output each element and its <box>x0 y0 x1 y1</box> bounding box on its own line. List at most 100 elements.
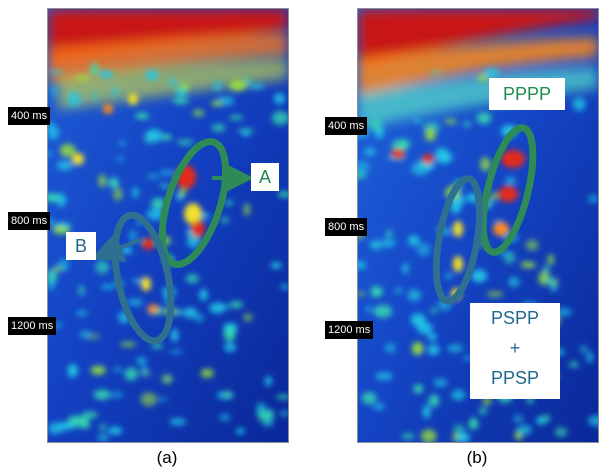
texture-blob <box>51 84 58 98</box>
texture-blob <box>48 193 61 202</box>
label-a: A <box>251 163 279 191</box>
time-label-1200ms-a: 1200 ms <box>8 317 57 335</box>
texture-blob <box>118 140 127 146</box>
texture-blob <box>554 427 568 438</box>
texture-blob <box>166 79 178 85</box>
texture-blob <box>358 291 366 297</box>
texture-blob <box>478 407 488 415</box>
texture-blob <box>257 410 274 422</box>
texture-blob <box>476 112 492 124</box>
texture-blob <box>503 252 516 264</box>
time-label-800ms-a: 800 ms <box>8 212 51 230</box>
texture-blob <box>489 192 498 201</box>
hot-spot <box>191 221 205 237</box>
texture-blob <box>229 79 247 91</box>
texture-blob <box>200 368 214 378</box>
texture-blob <box>235 427 245 435</box>
texture-blob <box>168 349 184 354</box>
texture-blob <box>199 288 208 301</box>
texture-blob <box>58 258 69 272</box>
texture-blob <box>98 174 106 188</box>
texture-blob <box>48 150 52 158</box>
texture-blob <box>59 143 76 158</box>
hot-spot <box>493 222 509 236</box>
texture-blob <box>243 203 251 217</box>
texture-blob <box>273 93 286 105</box>
texture-blob <box>228 115 244 120</box>
texture-blob <box>358 260 367 270</box>
texture-blob <box>463 355 471 361</box>
texture-blob <box>140 363 148 377</box>
texture-blob <box>249 83 265 89</box>
texture-blob <box>416 242 431 257</box>
texture-blob <box>169 418 187 426</box>
texture-blob <box>194 313 204 323</box>
hot-spot <box>141 277 151 291</box>
texture-blob <box>569 361 579 368</box>
texture-blob <box>469 417 478 430</box>
texture-blob <box>97 434 109 441</box>
texture-blob <box>393 287 404 294</box>
texture-blob <box>413 118 421 123</box>
texture-blob <box>48 269 58 284</box>
texture-blob <box>151 197 166 210</box>
texture-blob <box>48 69 65 75</box>
texture-blob <box>177 139 194 146</box>
texture-blob <box>513 414 524 423</box>
texture-blob <box>277 191 288 198</box>
label-ppsp: PPSP <box>490 368 540 388</box>
texture-blob <box>427 344 440 356</box>
texture-blob <box>508 276 520 288</box>
texture-blob <box>391 139 408 152</box>
texture-blob <box>90 365 106 375</box>
texture-blob <box>271 111 288 125</box>
texture-blob <box>242 313 253 322</box>
texture-blob <box>365 306 372 312</box>
texture-blob <box>422 404 431 419</box>
texture-blob <box>375 372 393 381</box>
texture-blob <box>430 70 443 76</box>
texture-blob <box>79 330 91 339</box>
texture-blob <box>224 200 233 206</box>
texture-blob <box>444 119 457 124</box>
texture-blob <box>358 161 371 173</box>
texture-blob <box>140 392 158 407</box>
hot-spot <box>72 153 84 165</box>
texture-blob <box>209 302 226 314</box>
texture-blob <box>420 429 437 442</box>
label-b: B <box>66 232 96 260</box>
texture-blob <box>452 432 459 442</box>
texture-blob <box>108 177 119 188</box>
texture-blob <box>113 187 123 201</box>
texture-blob <box>192 109 205 117</box>
texture-blob <box>110 391 124 398</box>
texture-blob <box>131 186 140 199</box>
texture-blob <box>382 238 396 248</box>
texture-blob <box>186 235 201 249</box>
ellipse-pspp-ppsp <box>432 175 484 305</box>
texture-blob <box>411 342 424 356</box>
time-label-400ms-b: 400 ms <box>325 117 368 135</box>
texture-blob <box>146 173 160 179</box>
texture-blob <box>220 216 229 225</box>
texture-blob <box>111 88 119 96</box>
texture-blob <box>411 161 430 176</box>
texture-blob <box>276 394 288 400</box>
ellipse-pppp <box>479 124 537 256</box>
texture-blob <box>430 307 437 314</box>
texture-blob <box>89 62 100 76</box>
texture-blob <box>93 389 111 400</box>
texture-blob <box>280 284 288 290</box>
texture-blob <box>588 194 598 203</box>
texture-blob <box>129 229 137 243</box>
texture-blob <box>178 189 186 197</box>
hot-spot <box>128 93 138 105</box>
texture-blob <box>372 309 381 315</box>
texture-blob <box>170 328 179 342</box>
texture-blob <box>172 86 188 93</box>
ellipse-b-event <box>111 211 175 345</box>
texture-blob <box>264 376 273 387</box>
texture-blob <box>547 254 554 265</box>
texture-blob <box>450 201 461 214</box>
